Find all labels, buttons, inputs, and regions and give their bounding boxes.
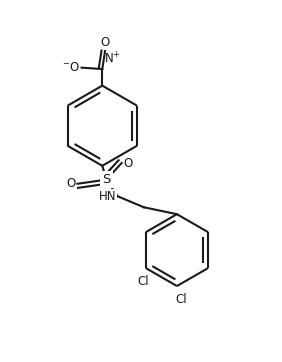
Text: Cl: Cl [137, 275, 149, 288]
Text: O: O [124, 156, 133, 169]
Text: Cl: Cl [175, 293, 187, 306]
Text: O: O [100, 36, 110, 49]
Text: S: S [102, 173, 111, 186]
Text: $\mathregular{{}^{-}}$O: $\mathregular{{}^{-}}$O [62, 61, 80, 74]
Text: HN: HN [99, 190, 116, 203]
Text: N$\mathregular{{}^{+}}$: N$\mathregular{{}^{+}}$ [104, 51, 121, 67]
Text: O: O [66, 177, 75, 190]
